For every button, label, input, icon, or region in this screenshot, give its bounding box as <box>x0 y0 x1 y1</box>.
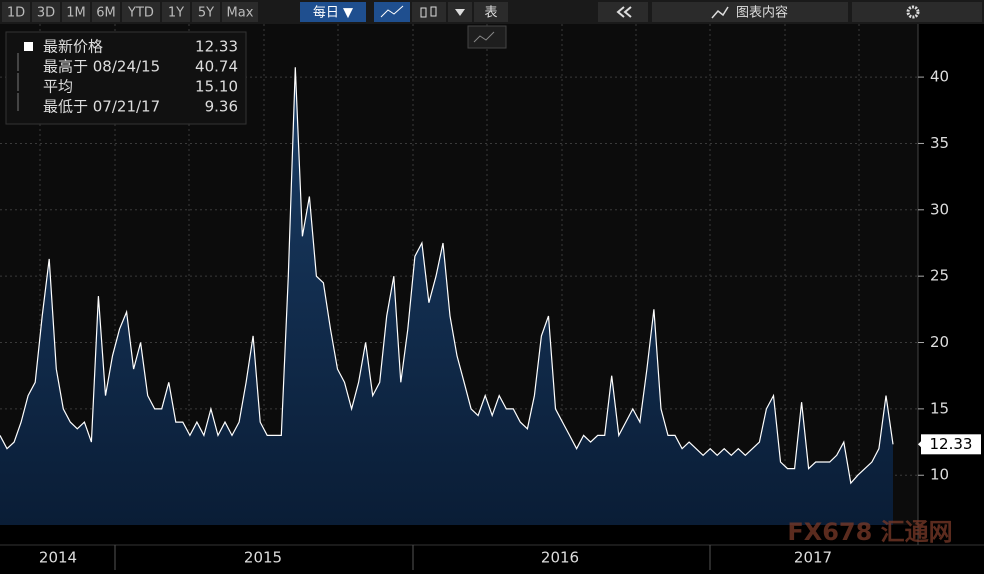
last-value-label: 12.33 <box>930 435 973 453</box>
button-bg <box>32 2 60 22</box>
series-line <box>0 67 894 485</box>
y-tick-label: 25 <box>930 267 949 285</box>
y-tick-label: 40 <box>930 68 949 86</box>
icon <box>711 6 729 19</box>
range-button[interactable]: 3D <box>32 2 60 22</box>
range-button[interactable]: YTD <box>122 2 160 22</box>
watermark: FX678 汇通网 <box>787 518 952 546</box>
button-label: 每日 ▼ <box>313 5 353 21</box>
chart-type-dropdown[interactable] <box>448 2 472 22</box>
last-value-pointer <box>918 439 923 450</box>
icon <box>420 7 427 18</box>
button-label: 1D <box>7 6 25 21</box>
button-label: YTD <box>127 6 154 21</box>
button-bg <box>92 2 120 22</box>
range-button[interactable]: 1M <box>62 2 90 22</box>
icon <box>455 9 465 16</box>
button-bg <box>374 2 410 22</box>
range-button[interactable]: 6M <box>92 2 120 22</box>
button-bg <box>598 2 648 22</box>
legend-label: 最低于 07/21/17 <box>43 98 160 116</box>
x-axis-label: 2016 <box>541 549 579 567</box>
y-tick-label: 35 <box>930 134 949 152</box>
button-bg <box>222 2 258 22</box>
icon <box>430 6 437 17</box>
icon <box>380 5 404 18</box>
legend-box <box>5 31 247 125</box>
button-label: 6M <box>96 6 116 21</box>
button-bg <box>62 2 90 22</box>
button-label: 1M <box>66 6 86 21</box>
button-bg <box>122 2 160 22</box>
x-axis-label: 2017 <box>794 549 832 567</box>
legend-value: 40.74 <box>195 58 238 76</box>
legend-value: 12.33 <box>195 38 238 56</box>
legend-swatch <box>24 42 33 51</box>
button-bg <box>192 2 220 22</box>
range-button[interactable]: 1D <box>2 2 30 22</box>
button-bg <box>467 25 507 49</box>
candle-button[interactable] <box>412 2 446 22</box>
button-bg <box>412 2 446 22</box>
button-label: 3D <box>37 6 55 21</box>
settings-button[interactable] <box>852 2 982 22</box>
toolbar: 1D 3D 1M 6M YTD 1Y 5Y Max 每日 ▼ 表 图表内容 <box>0 0 984 24</box>
y-tick-label: 15 <box>930 399 949 417</box>
table-button[interactable]: 表 <box>474 2 508 22</box>
legend-value: 15.10 <box>195 78 238 96</box>
icon <box>906 5 920 19</box>
icon <box>616 6 632 18</box>
button-bg <box>652 2 848 22</box>
button-bg <box>474 2 508 22</box>
y-tick-label: 20 <box>930 333 949 351</box>
x-axis-label: 2015 <box>244 549 282 567</box>
line-chart-button[interactable] <box>374 2 410 22</box>
area-fill <box>0 67 893 526</box>
button-bg <box>2 2 30 22</box>
button-label: 表 <box>484 6 497 21</box>
button-bg <box>300 2 366 22</box>
legend-label: 平均 <box>43 78 73 96</box>
button-label: 图表内容 <box>736 5 788 21</box>
legend-label: 最高于 08/24/15 <box>43 58 160 76</box>
frequency-dropdown[interactable]: 每日 ▼ <box>300 2 366 22</box>
button-label: 1Y <box>168 6 184 21</box>
chart-content-button[interactable]: 图表内容 <box>652 2 848 22</box>
plot <box>0 67 918 526</box>
icon <box>473 31 495 43</box>
collapse-button[interactable] <box>598 2 648 22</box>
range-button[interactable]: 1Y <box>162 2 190 22</box>
button-bg <box>162 2 190 22</box>
legend-value: 9.36 <box>205 98 238 116</box>
last-value-box <box>921 434 981 455</box>
legend: 最新价格 12.33 最高于 08/24/15 40.74 平均 15.10 最低于 07/… <box>5 31 247 125</box>
button-label: 5Y <box>198 6 214 21</box>
range-button[interactable]: 5Y <box>192 2 220 22</box>
mini-chart-button[interactable] <box>467 25 507 49</box>
button-label: Max <box>227 6 254 21</box>
legend-label: 最新价格 <box>43 38 103 56</box>
range-button[interactable]: Max <box>222 2 258 22</box>
x-axis-label: 2014 <box>39 549 77 567</box>
y-tick-label: 10 <box>930 466 949 484</box>
y-tick-label: 30 <box>930 200 949 218</box>
